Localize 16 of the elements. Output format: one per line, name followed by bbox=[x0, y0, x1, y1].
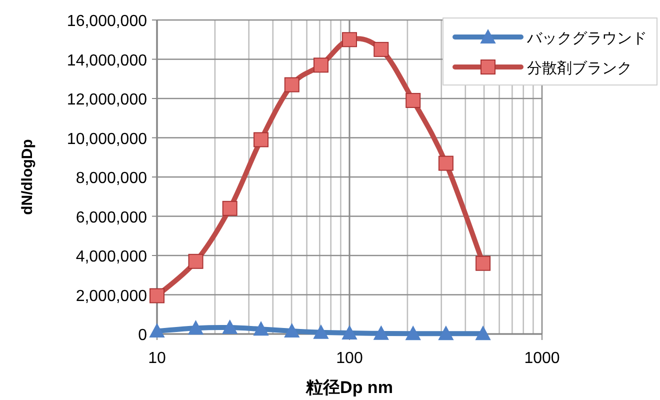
y-axis-title: dN/dlogDp bbox=[19, 139, 36, 215]
legend-label: 分散剤ブランク bbox=[527, 60, 632, 77]
y-tick-label: 10,000,000 bbox=[66, 130, 148, 148]
x-axis-title: 粒径Dp nm bbox=[305, 378, 393, 397]
y-tick-label: 4,000,000 bbox=[76, 248, 148, 266]
y-tick-label: 16,000,000 bbox=[66, 13, 148, 30]
y-tick-label: 0 bbox=[138, 327, 148, 344]
x-tick-label: 1000 bbox=[524, 350, 560, 367]
y-tick-label: 12,000,000 bbox=[66, 92, 148, 108]
y-tick-label: 8,000,000 bbox=[76, 170, 148, 187]
y-tick-label: 2,000,000 bbox=[76, 288, 148, 305]
y-tick-label: 6,000,000 bbox=[76, 209, 148, 226]
legend-label: バックグラウンド bbox=[526, 30, 647, 47]
y-tick-label: 14,000,000 bbox=[66, 52, 148, 70]
x-tick-label: 10 bbox=[148, 350, 166, 367]
x-tick-label: 100 bbox=[336, 350, 363, 367]
